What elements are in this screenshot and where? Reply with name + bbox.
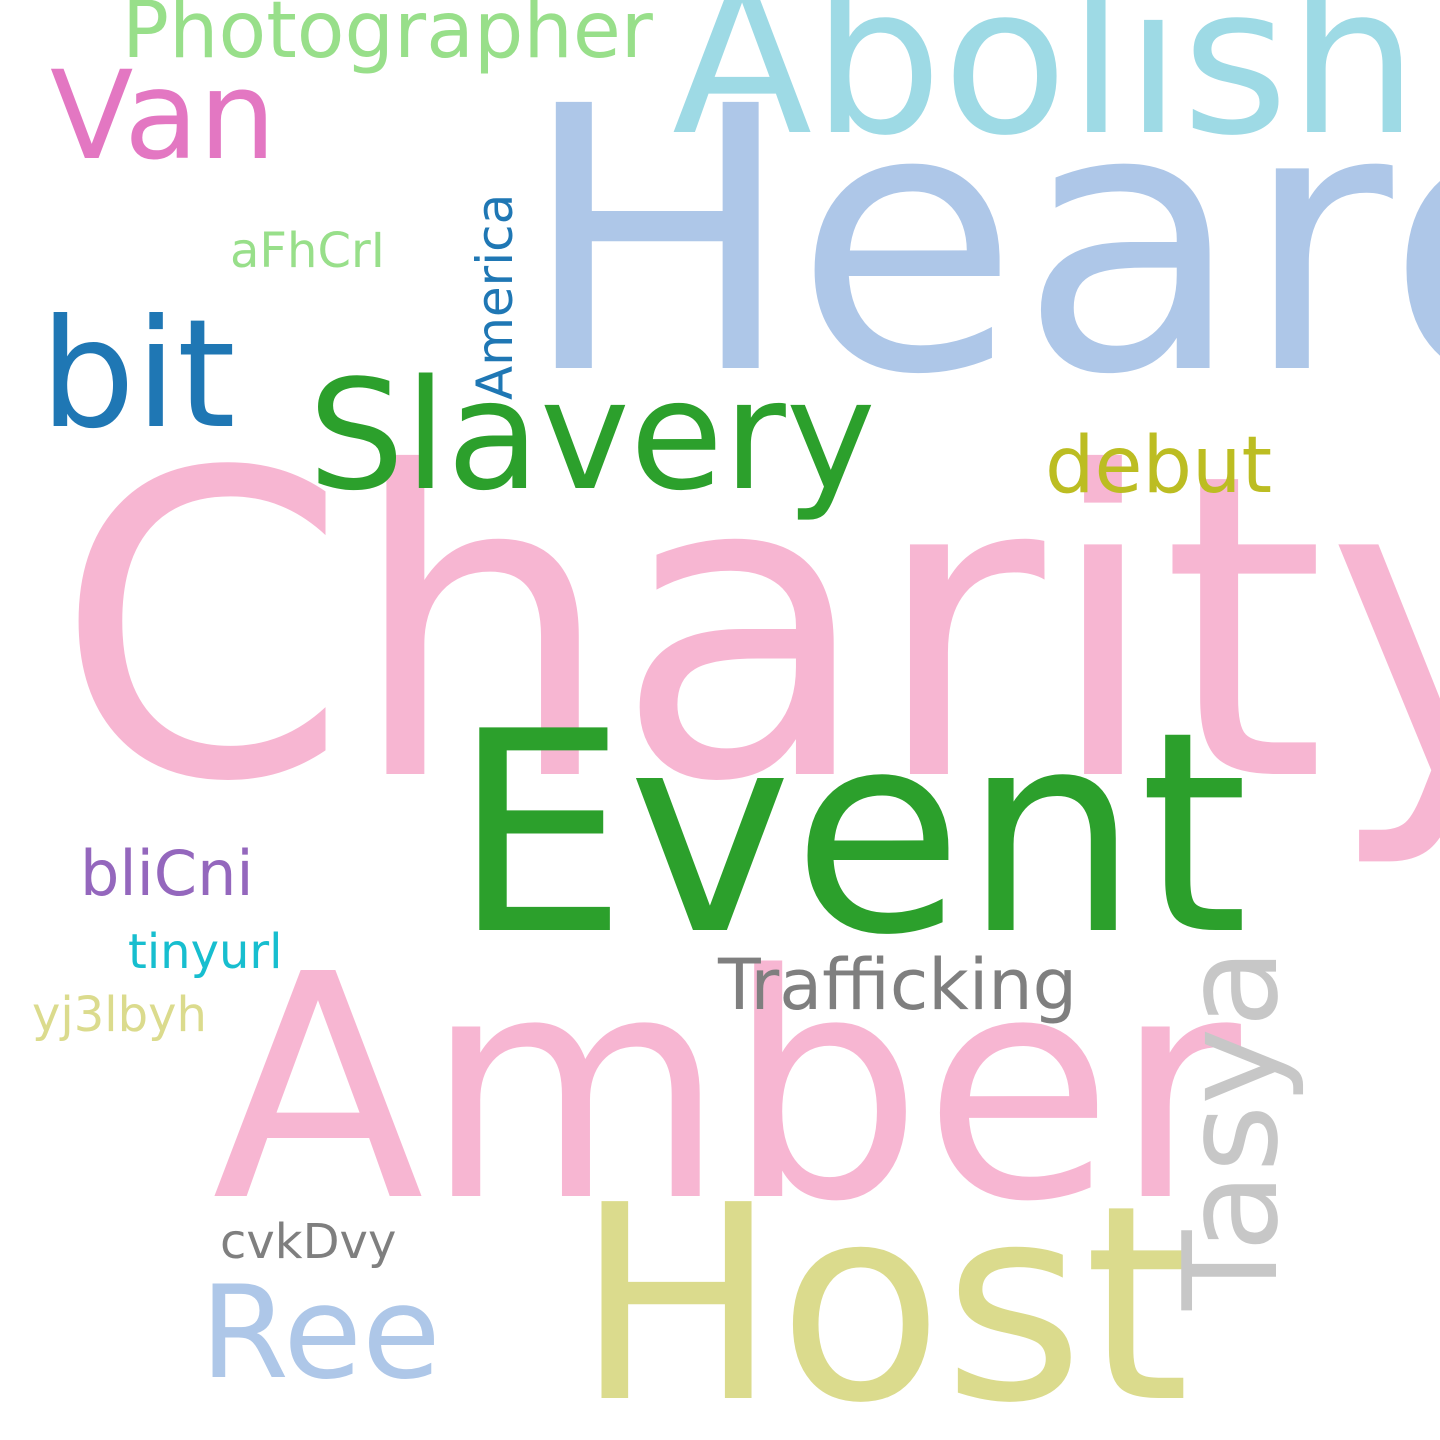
word-van: Van	[50, 45, 277, 187]
word-ree: Ree	[200, 1259, 441, 1408]
word-yj3lbyh: yj3lbyh	[32, 987, 207, 1043]
word-heard: Heard	[520, 30, 1440, 455]
word-tasya: Tasya	[1155, 948, 1307, 1310]
word-amber: Amber	[212, 909, 1241, 1270]
word-debut: debut	[1045, 421, 1273, 511]
word-abolish: Abolish	[672, 0, 1419, 181]
word-america: America	[466, 193, 524, 400]
word-charity: Charity	[55, 385, 1440, 874]
word-trafficking: Trafficking	[718, 944, 1078, 1026]
word-tinyurl: tinyurl	[128, 924, 283, 980]
word-bit: bit	[40, 288, 236, 462]
word-afhcri: aFhCrI	[230, 223, 385, 279]
word-blicni: bliCni	[80, 837, 254, 910]
word-photographer: Photographer	[122, 0, 653, 76]
word-event: Event	[452, 672, 1249, 996]
word-slavery: Slavery	[308, 347, 876, 524]
word-host: Host	[575, 1147, 1190, 1440]
word-cvkdvy: cvkDvy	[220, 1214, 397, 1270]
